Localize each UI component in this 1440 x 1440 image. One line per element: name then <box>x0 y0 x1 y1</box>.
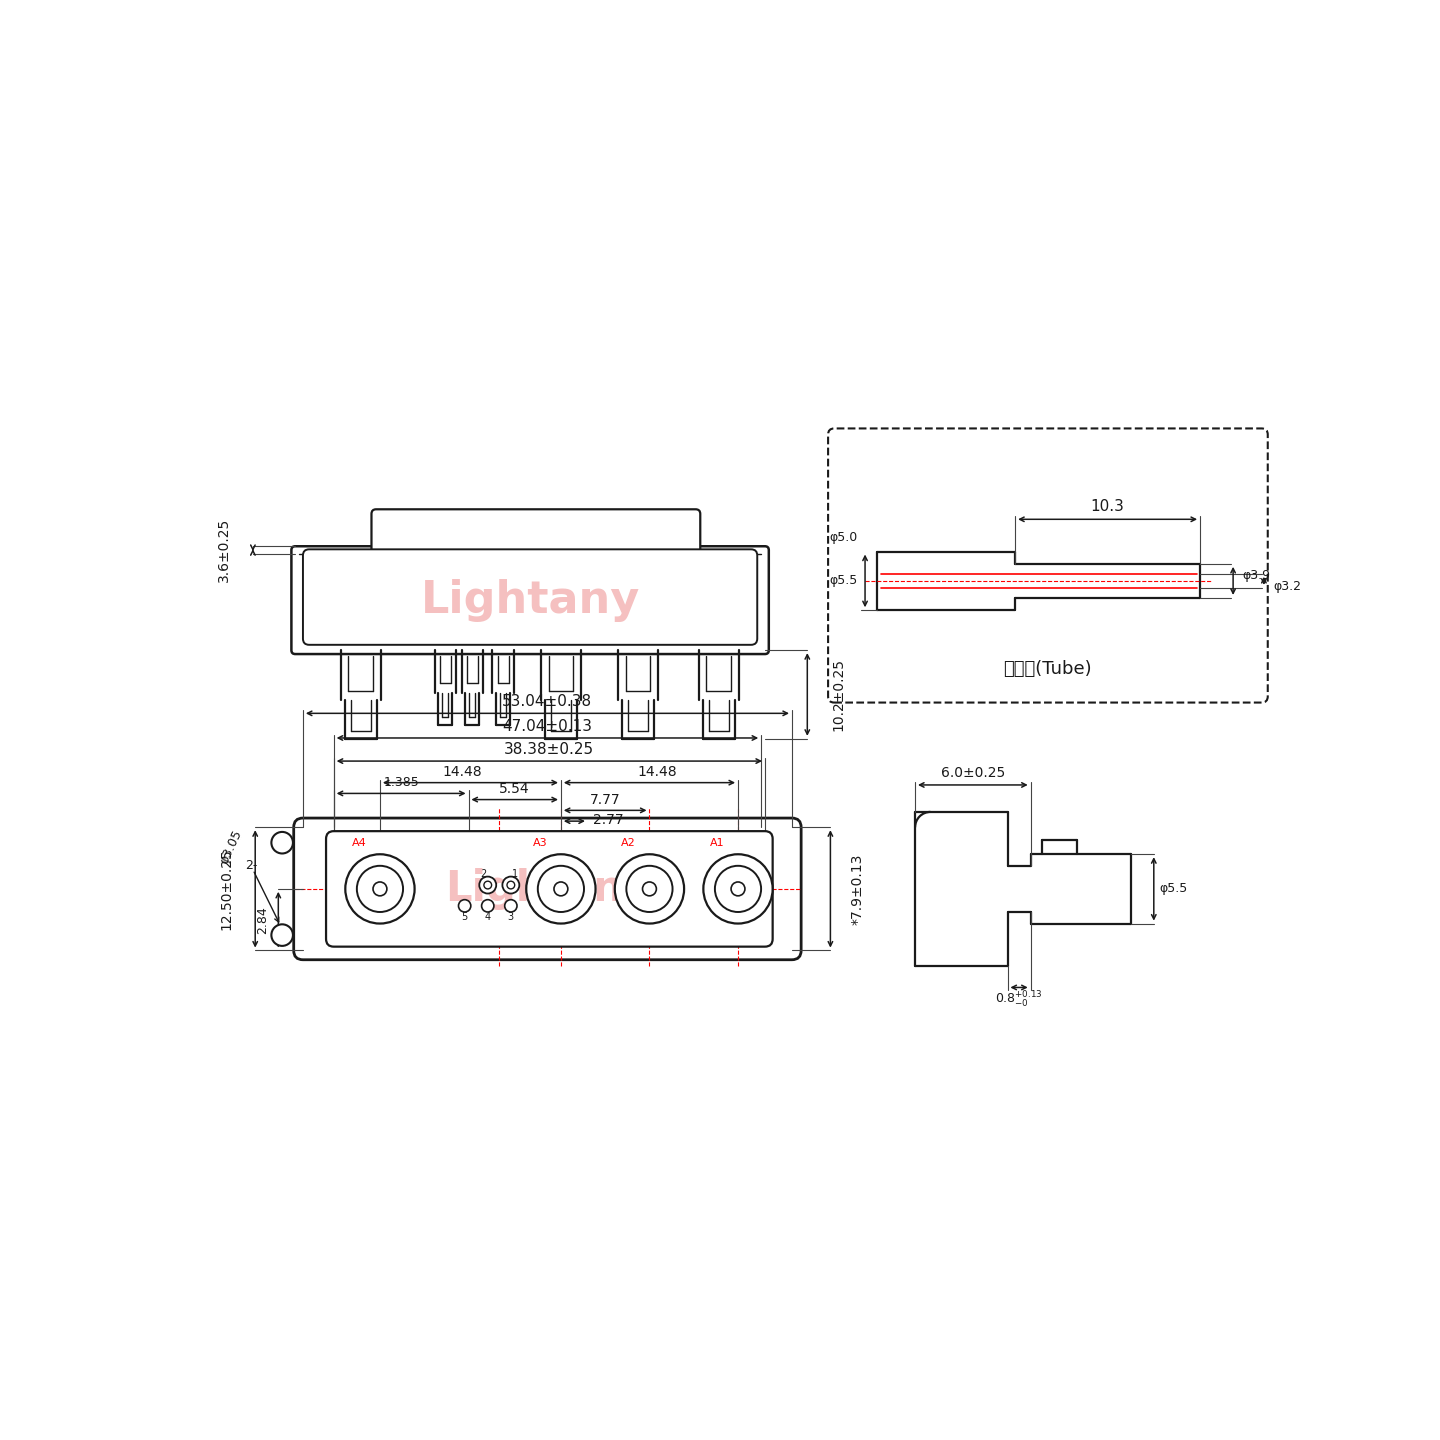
Text: φ5.5: φ5.5 <box>1159 883 1188 896</box>
Circle shape <box>537 865 585 912</box>
Text: 6.0±0.25: 6.0±0.25 <box>940 766 1005 779</box>
Text: 2.84: 2.84 <box>256 906 269 933</box>
Text: 5.54: 5.54 <box>500 782 530 796</box>
Text: 10.2±0.25: 10.2±0.25 <box>831 658 845 732</box>
Circle shape <box>484 881 491 888</box>
Text: A4: A4 <box>351 838 366 848</box>
Text: 7.77: 7.77 <box>590 793 621 808</box>
Circle shape <box>458 900 471 912</box>
Circle shape <box>271 924 292 946</box>
Text: φ3.05: φ3.05 <box>217 828 245 865</box>
Text: φ5.5: φ5.5 <box>829 575 858 588</box>
Circle shape <box>642 881 657 896</box>
FancyBboxPatch shape <box>302 549 757 645</box>
Circle shape <box>346 854 415 923</box>
Text: A2: A2 <box>621 838 635 848</box>
Text: Lightany: Lightany <box>420 579 639 622</box>
Circle shape <box>357 865 403 912</box>
Text: φ5.0: φ5.0 <box>829 531 858 544</box>
Text: A1: A1 <box>710 838 724 848</box>
Text: Lightany: Lightany <box>445 868 649 910</box>
Text: 12.50±0.25: 12.50±0.25 <box>219 848 233 930</box>
Circle shape <box>373 881 387 896</box>
Text: 14.48: 14.48 <box>638 765 677 779</box>
Circle shape <box>507 881 514 888</box>
FancyBboxPatch shape <box>294 818 801 959</box>
Text: 3: 3 <box>508 913 514 923</box>
Circle shape <box>480 877 497 893</box>
Text: 4: 4 <box>485 913 491 923</box>
Text: *7.9±0.13: *7.9±0.13 <box>851 854 864 924</box>
Circle shape <box>714 865 762 912</box>
Text: 1.385: 1.385 <box>383 776 419 789</box>
Text: 2: 2 <box>480 870 487 880</box>
Text: φ3.9: φ3.9 <box>1243 569 1270 582</box>
Text: 2.77: 2.77 <box>593 812 624 827</box>
Text: 屏蔽管(Tube): 屏蔽管(Tube) <box>1004 661 1092 678</box>
Circle shape <box>554 881 567 896</box>
Text: 1: 1 <box>513 870 518 880</box>
Circle shape <box>732 881 744 896</box>
Text: 0.8$^{+0.13}_{-0}$: 0.8$^{+0.13}_{-0}$ <box>995 989 1043 1009</box>
Text: 2-: 2- <box>245 860 258 873</box>
Text: 14.48: 14.48 <box>444 765 482 779</box>
Text: 47.04±0.13: 47.04±0.13 <box>503 719 592 734</box>
Text: φ3.2: φ3.2 <box>1273 580 1300 593</box>
Text: A3: A3 <box>533 838 547 848</box>
Circle shape <box>271 832 292 854</box>
FancyBboxPatch shape <box>291 546 769 654</box>
Circle shape <box>481 900 494 912</box>
Circle shape <box>526 854 596 923</box>
FancyBboxPatch shape <box>325 831 773 946</box>
Circle shape <box>615 854 684 923</box>
Text: 53.04±0.38: 53.04±0.38 <box>503 694 592 708</box>
Text: 10.3: 10.3 <box>1090 500 1125 514</box>
Text: 3.6±0.25: 3.6±0.25 <box>216 518 230 582</box>
Circle shape <box>503 877 520 893</box>
Circle shape <box>504 900 517 912</box>
Circle shape <box>703 854 773 923</box>
FancyBboxPatch shape <box>372 510 700 560</box>
Text: 5: 5 <box>462 913 468 923</box>
FancyBboxPatch shape <box>828 429 1267 703</box>
Text: 38.38±0.25: 38.38±0.25 <box>504 742 595 757</box>
Circle shape <box>626 865 672 912</box>
